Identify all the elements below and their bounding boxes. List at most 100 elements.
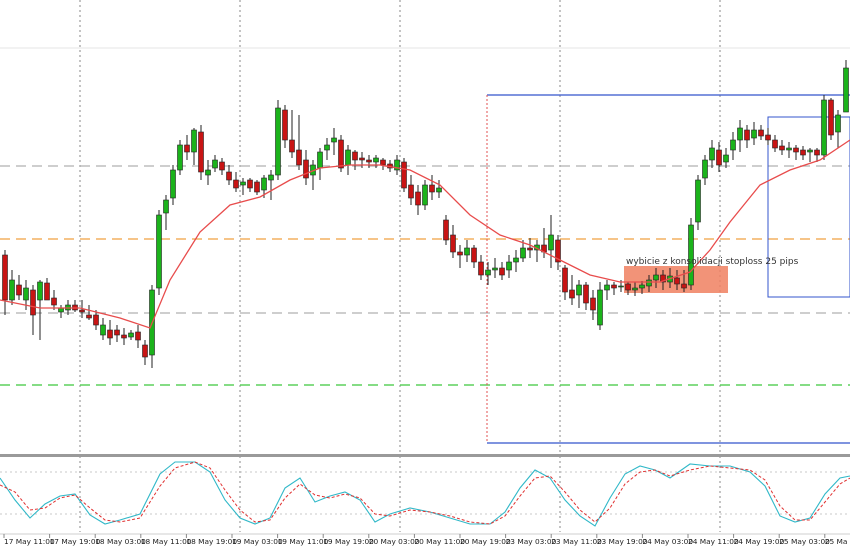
candle-body [86, 314, 92, 319]
candle [569, 275, 575, 305]
candle-body [450, 234, 456, 253]
candle [254, 180, 260, 195]
candle [184, 135, 190, 160]
candle-body [499, 267, 505, 276]
candle-body [373, 157, 379, 163]
candle [597, 282, 603, 330]
candle [58, 305, 64, 318]
candle-body [737, 127, 743, 141]
candle [527, 238, 533, 258]
candle [443, 215, 449, 245]
candle [303, 150, 309, 185]
candle-body [765, 134, 771, 141]
candle [72, 300, 78, 312]
candle-body [37, 281, 43, 301]
candle [121, 328, 127, 345]
candle-body [247, 179, 253, 189]
candle [233, 172, 239, 192]
candle [548, 215, 554, 268]
candle [226, 165, 232, 185]
candle-body [324, 144, 330, 151]
candle [450, 225, 456, 258]
candle [163, 195, 169, 230]
candle [786, 142, 792, 158]
candle-body [366, 159, 372, 163]
candle [758, 125, 764, 140]
candle [765, 128, 771, 145]
x-tick-label: 17 May 19:00 [50, 537, 101, 546]
candle-body [843, 67, 849, 113]
candle [730, 132, 736, 160]
candle [324, 138, 330, 160]
x-tick-label: 18 May 11:00 [141, 537, 192, 546]
candle-body [275, 107, 281, 176]
candle-body [653, 274, 659, 281]
candle [457, 245, 463, 268]
candle-body [625, 283, 631, 291]
candle-body [345, 149, 351, 166]
candle-body [485, 269, 491, 276]
candle-body [779, 145, 785, 151]
candle [506, 255, 512, 278]
x-tick-label: 19 May 03:00 [232, 537, 283, 546]
candle [93, 310, 99, 330]
x-tick-label: 24 May 11:00 [688, 537, 739, 546]
candle-body [604, 284, 610, 291]
candle-body [254, 181, 260, 193]
candle [282, 105, 288, 148]
candle-body [478, 261, 484, 276]
candle [100, 318, 106, 340]
moving-average-line [0, 139, 850, 329]
candle [401, 158, 407, 192]
annotation-text: wybicie z konsolidacji stoploss 25 pips [626, 257, 799, 267]
candle [380, 158, 386, 170]
candle-body [443, 219, 449, 241]
candle [408, 175, 414, 205]
candle-body [380, 159, 386, 166]
candle-body [177, 144, 183, 171]
candle [583, 282, 589, 310]
candle-body [219, 161, 225, 171]
candle-body [611, 284, 617, 289]
candle-body [415, 191, 421, 206]
candle-body [121, 334, 127, 339]
candle [604, 280, 610, 300]
candle-body [828, 99, 834, 136]
candle-body [16, 284, 22, 296]
x-tick-label: 24 May 03:00 [642, 537, 693, 546]
candle [702, 155, 708, 185]
candle [464, 240, 470, 262]
candle [37, 280, 43, 340]
candle [772, 135, 778, 152]
candle-body [9, 279, 15, 301]
candle-body [240, 181, 246, 186]
candle-body [548, 234, 554, 251]
candle [639, 281, 645, 294]
candle [296, 115, 302, 170]
candle [373, 155, 379, 168]
candle [170, 165, 176, 205]
candle [800, 146, 806, 160]
candle [653, 268, 659, 288]
candle [709, 140, 715, 168]
candle [128, 330, 134, 340]
x-tick-label: 20 May 19:00 [460, 537, 511, 546]
candle-body [352, 151, 358, 161]
candle-body [44, 282, 50, 301]
candle [843, 60, 849, 113]
candle [821, 95, 827, 160]
candle [485, 262, 491, 285]
candle-body [702, 159, 708, 179]
candle-body [807, 149, 813, 153]
candle-body [268, 174, 274, 181]
candle [422, 180, 428, 210]
candle [205, 160, 211, 185]
candle-body [716, 149, 722, 166]
candle-body [191, 129, 197, 153]
candle-body [772, 139, 778, 149]
candle-body [436, 187, 442, 193]
candle [478, 255, 484, 280]
